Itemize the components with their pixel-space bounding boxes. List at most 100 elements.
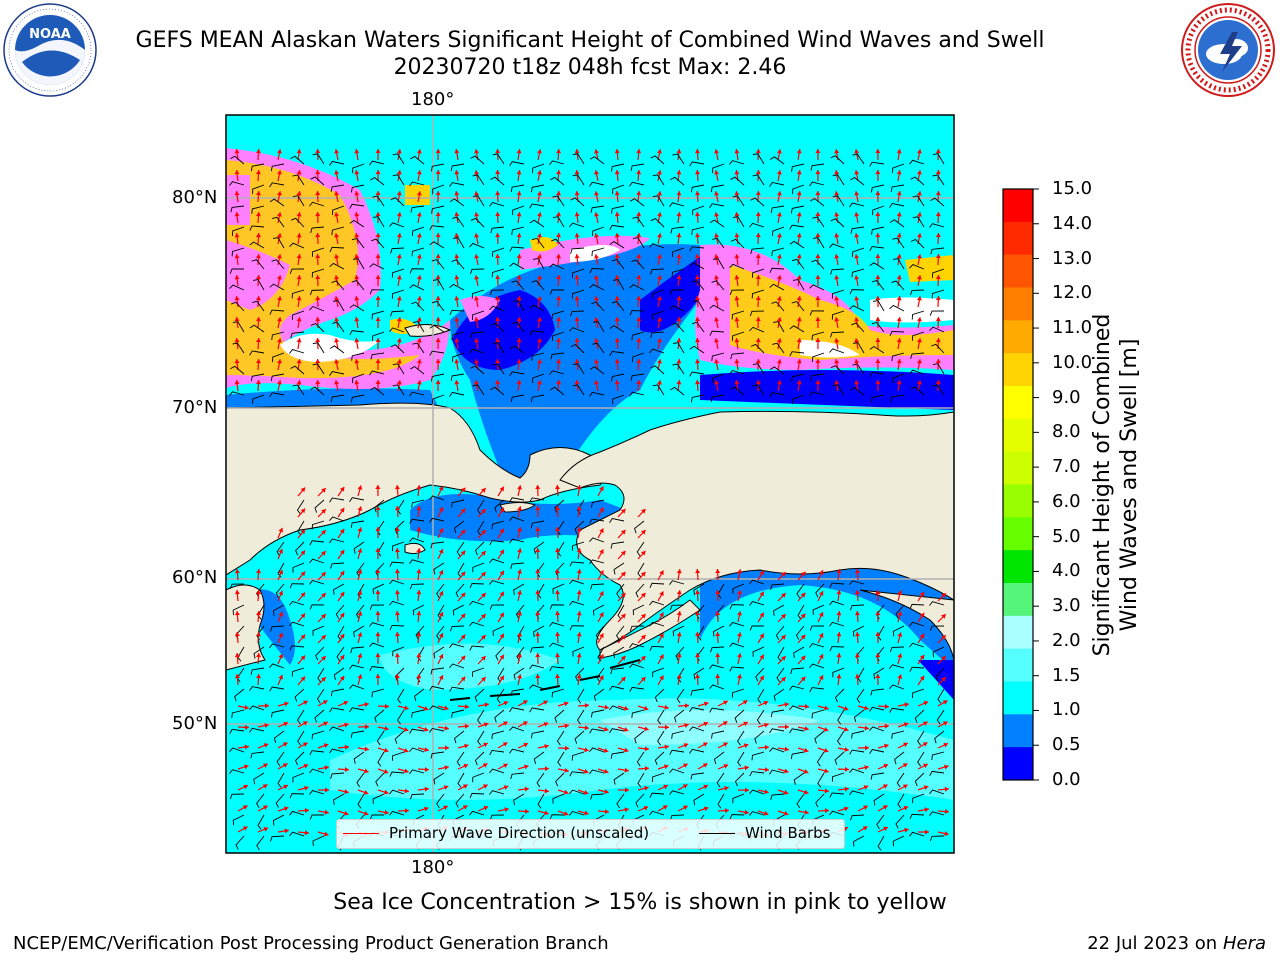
wind-barb — [533, 625, 545, 637]
wind-barb — [929, 625, 945, 631]
wave-direction-arrowhead — [800, 613, 806, 619]
wave-direction-arrowhead — [815, 254, 821, 259]
wind-barb — [429, 685, 445, 691]
wave-direction-arrowhead — [863, 785, 869, 790]
open-water — [570, 245, 620, 262]
wave-direction-arrowhead — [834, 275, 840, 280]
wave-direction-arrowhead — [714, 149, 720, 154]
wave-direction-arrowhead — [396, 380, 402, 385]
wind-barb — [929, 770, 945, 776]
wave-direction-arrowhead — [321, 614, 326, 619]
wind-barb — [629, 284, 645, 291]
wave-direction-arrowhead — [896, 338, 902, 343]
wind-barb — [769, 267, 785, 273]
wave-direction-arrowhead — [255, 317, 261, 322]
wave-direction-arrowhead — [517, 485, 522, 490]
wave-direction-arrowhead — [695, 569, 701, 574]
wind-barb — [269, 663, 285, 669]
wave-direction-arrowhead — [404, 768, 409, 774]
wave-direction-arrowhead — [759, 633, 764, 639]
wave-direction-arrowhead — [599, 507, 604, 513]
wind-barb — [349, 330, 365, 336]
wind-barb — [290, 217, 305, 228]
wave-direction-arrowhead — [396, 296, 402, 301]
wind-barb — [390, 247, 405, 254]
wind-barb — [634, 730, 645, 744]
wave-direction-arrowhead — [435, 380, 441, 385]
wave-direction-arrowhead — [724, 808, 729, 814]
wave-direction-arrowhead — [657, 359, 662, 364]
wave-direction-arrowhead — [460, 613, 466, 619]
wave-direction-arrowhead — [764, 767, 769, 773]
wind-barb — [371, 238, 385, 249]
wave-direction-arrowhead — [443, 785, 449, 790]
wind-barb — [509, 262, 525, 270]
wave-direction-arrowhead — [481, 509, 486, 514]
wind-barb — [429, 727, 445, 733]
wave-direction-arrowhead — [255, 191, 261, 196]
wind-barb — [910, 176, 925, 186]
wind-barb — [789, 705, 805, 711]
wave-direction-arrowhead — [804, 809, 809, 815]
wave-direction-arrowhead — [824, 768, 829, 774]
wave-direction-arrowhead — [776, 317, 782, 322]
wave-direction-arrowhead — [836, 653, 842, 658]
wind-barb — [749, 625, 765, 631]
wave-direction-arrowhead — [321, 677, 326, 682]
land-panhandle — [859, 589, 954, 661]
wave-direction-arrowhead — [474, 254, 480, 259]
wind-barb — [589, 391, 605, 397]
wind-barb — [509, 161, 525, 167]
wave-direction-arrowhead — [759, 570, 764, 576]
wave-direction-arrowhead — [781, 635, 786, 640]
colorbar-segment — [1003, 418, 1033, 453]
wind-barb — [357, 583, 365, 599]
wave-direction-arrowhead — [636, 359, 642, 364]
wave-direction-arrowhead — [815, 296, 821, 301]
wave-direction-arrowhead — [834, 233, 840, 238]
wave-direction-arrowhead — [896, 149, 902, 154]
nws-logo — [1181, 3, 1275, 97]
wind-barb — [430, 751, 445, 759]
wave-direction-arrowhead — [396, 191, 402, 196]
wave-direction-arrowhead — [818, 633, 824, 638]
wave-direction-arrowhead — [815, 212, 821, 217]
wind-barb — [792, 279, 805, 291]
wind-barb — [649, 268, 665, 275]
wind-barb — [732, 583, 745, 594]
wave-direction-arrowhead — [503, 700, 509, 706]
wave-direction-arrowhead — [396, 254, 402, 259]
wind-barb — [749, 771, 765, 777]
wind-barb — [670, 176, 685, 186]
wind-barb — [429, 241, 445, 249]
colorbar-segment — [1003, 681, 1033, 715]
wave-direction-arrowhead — [454, 191, 460, 196]
wave-direction-arrowhead — [556, 296, 562, 301]
wind-barb — [929, 835, 945, 842]
wind-barb — [469, 621, 485, 627]
wind-barb — [749, 579, 765, 585]
wave-direction-arrowhead — [818, 570, 824, 575]
wind-barb — [489, 814, 505, 821]
wave-direction-arrowhead — [460, 592, 466, 598]
wave-direction-arrowhead — [935, 254, 941, 259]
wave-direction-arrowhead — [375, 548, 381, 553]
wave-direction-arrowhead — [657, 317, 662, 322]
wind-barb — [512, 300, 525, 312]
wind-barb — [510, 394, 525, 403]
wave-direction-arrowhead — [755, 296, 761, 301]
wind-barb — [630, 373, 645, 381]
wave-direction-arrowhead — [454, 359, 460, 364]
wind-barb — [392, 174, 405, 186]
wave-direction-arrowhead — [784, 702, 789, 708]
wind-barb — [489, 202, 505, 207]
wind-barb — [834, 688, 845, 703]
wave-direction-arrowhead — [276, 191, 282, 196]
wave-direction-arrowhead — [944, 786, 949, 792]
wave-direction-arrowhead — [354, 338, 360, 343]
wave-direction-arrowhead — [796, 191, 802, 196]
wind-barb — [731, 331, 745, 341]
wind-barb — [589, 366, 605, 375]
wind-barb — [529, 304, 545, 312]
wave-direction-arrowhead — [300, 571, 306, 577]
